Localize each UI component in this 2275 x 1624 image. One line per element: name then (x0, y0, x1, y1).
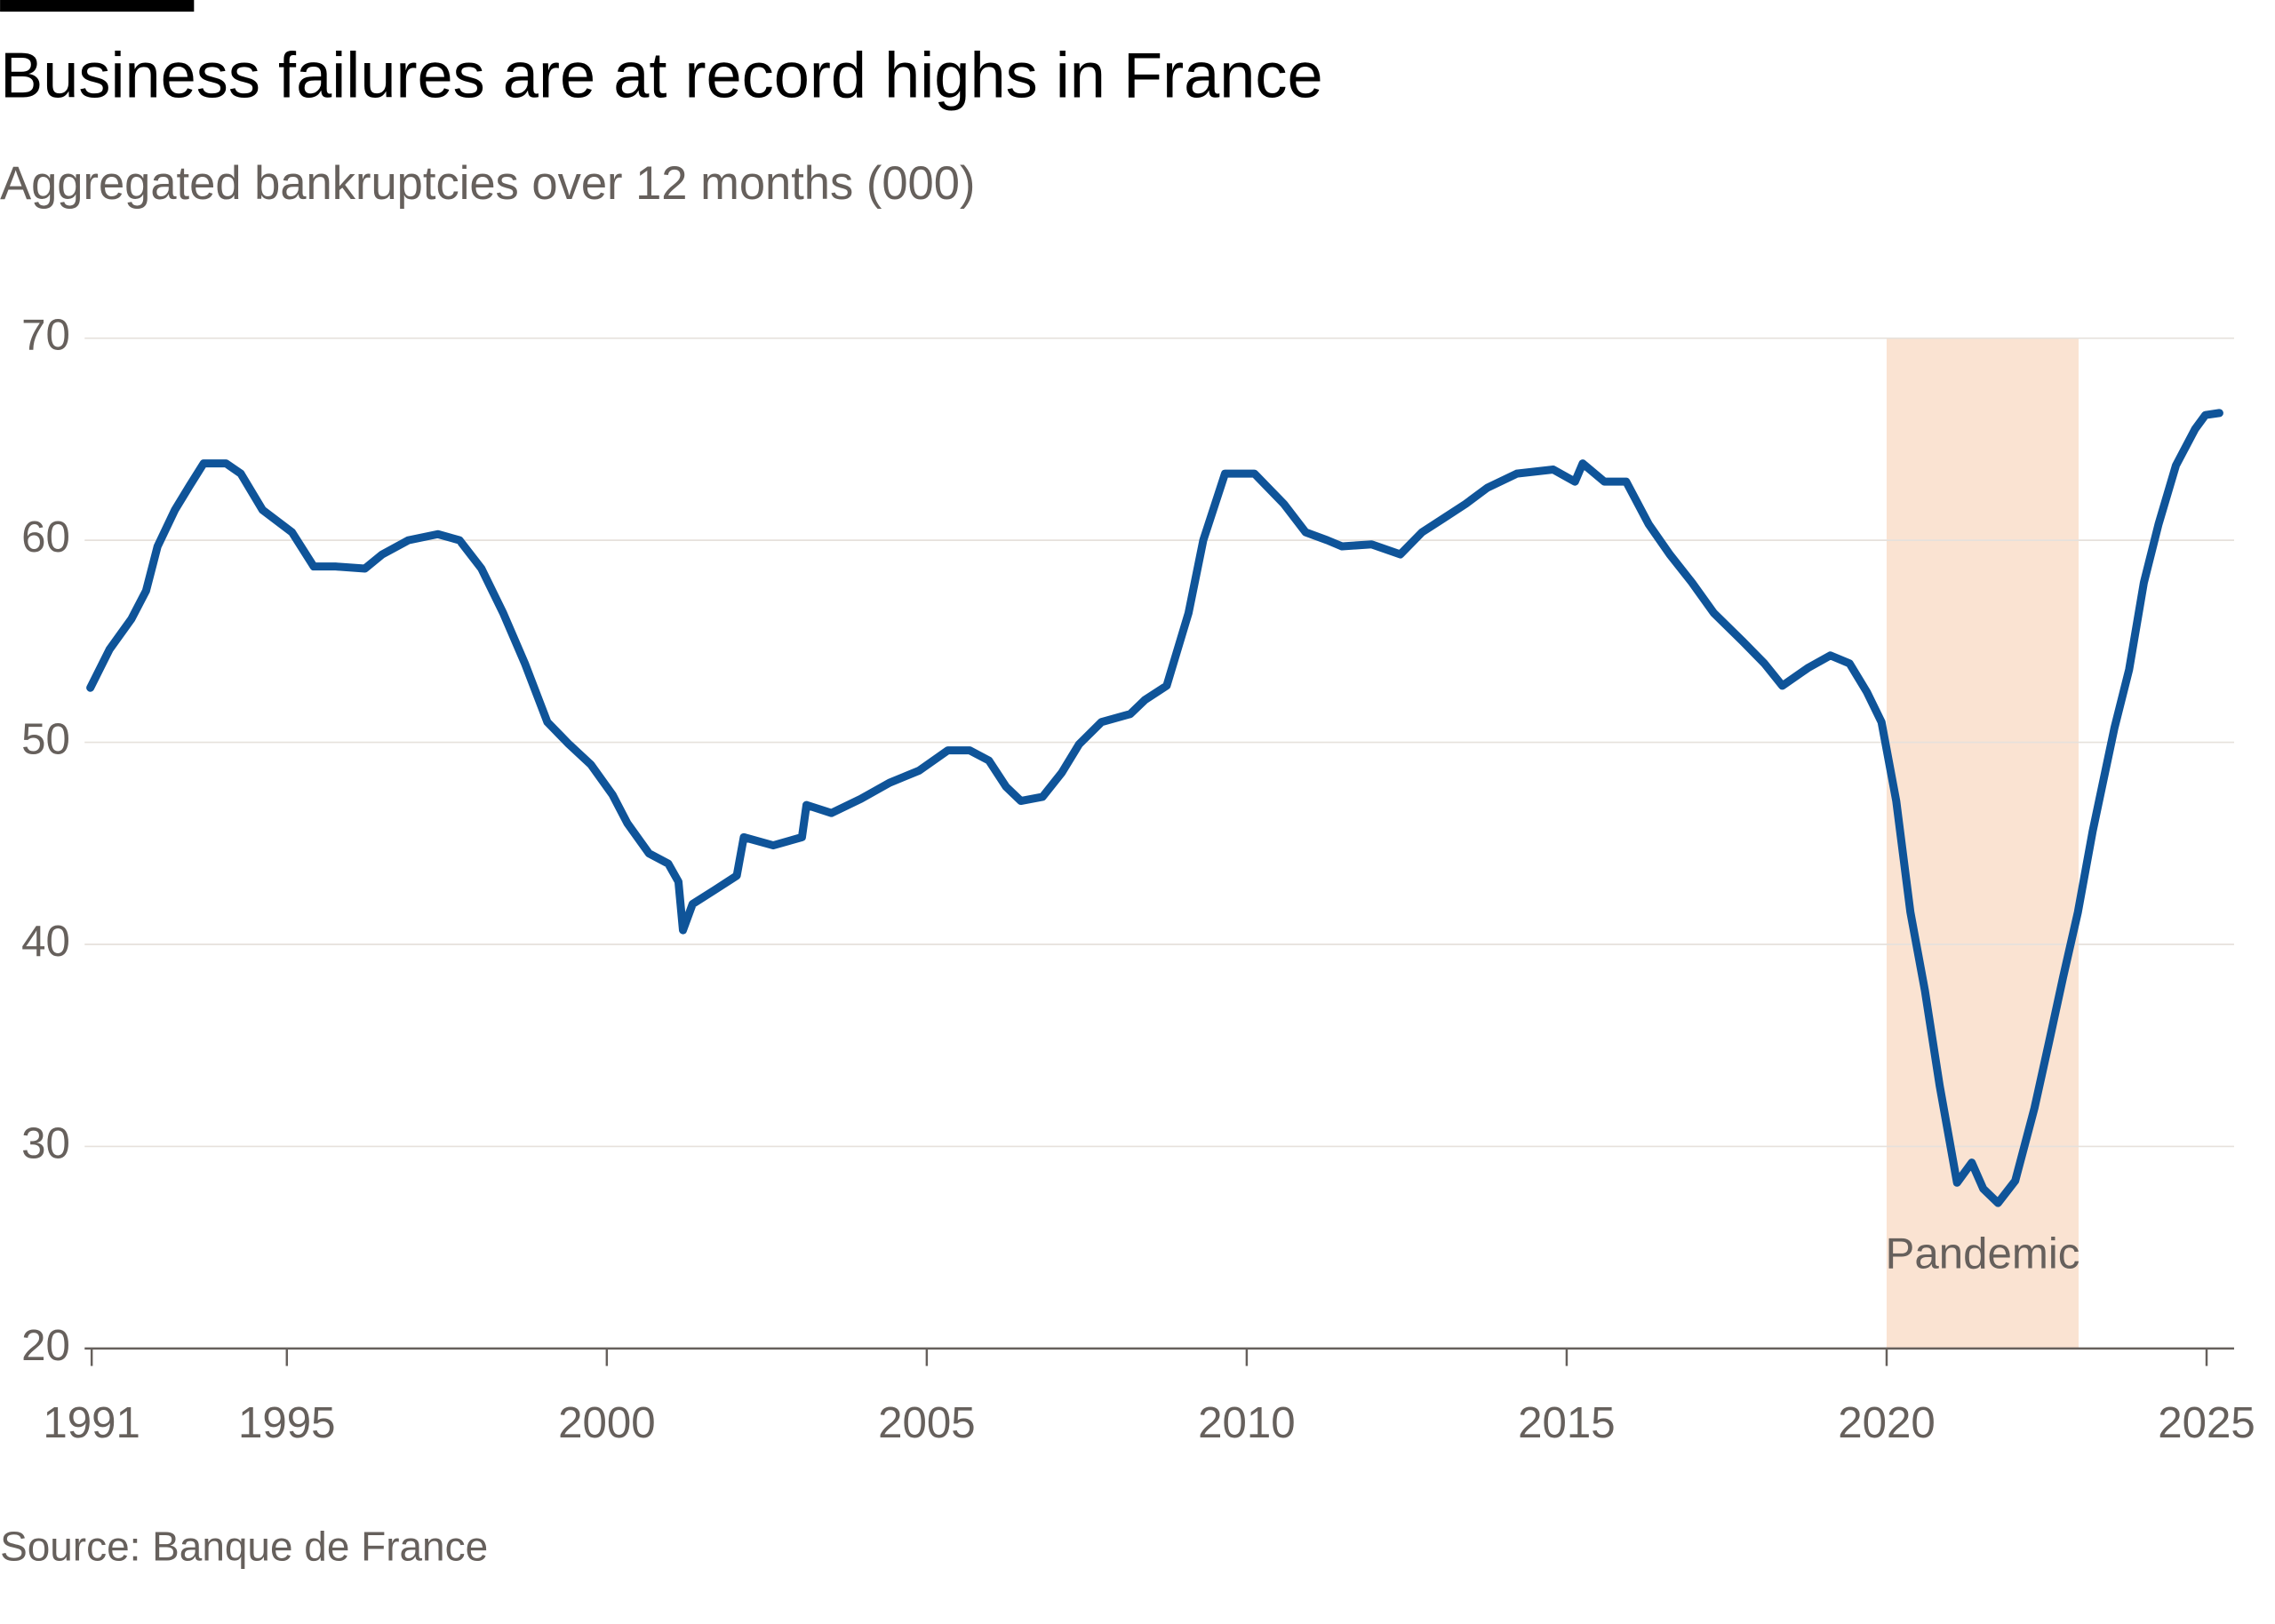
y-tick-label: 50 (21, 715, 70, 764)
x-tick-label: 1991 (43, 1398, 140, 1447)
x-tick-label: 2020 (1838, 1398, 1936, 1447)
pandemic-band (1886, 338, 2079, 1349)
chart-subtitle: Aggregated bankruptcies over 12 months (… (0, 157, 975, 210)
data-line (86, 409, 2223, 1207)
pandemic-label: Pandemic (1886, 1229, 2080, 1278)
x-tick-label: 2000 (558, 1398, 656, 1447)
y-tick-label: 70 (21, 311, 70, 360)
x-tick-label: 2005 (878, 1398, 976, 1447)
x-tick-label: 2025 (2158, 1398, 2255, 1447)
x-tick-label: 2010 (1198, 1398, 1296, 1447)
brand-bar (0, 0, 195, 12)
x-tick-label: 2015 (1518, 1398, 1616, 1447)
y-tick-label: 30 (21, 1118, 70, 1167)
source: Source: Banque de France (0, 1523, 488, 1569)
x-tick-label: 1995 (238, 1398, 336, 1447)
y-tick-label: 20 (21, 1321, 70, 1370)
plot-area: Pandemic 20 30 40 50 60 70 1991 1995 2000 2005 2010… (21, 311, 2255, 1447)
chart-title: Business failures are at record highs in… (0, 40, 1323, 111)
y-tick-label: 40 (21, 917, 70, 966)
y-tick-label: 60 (21, 513, 70, 561)
